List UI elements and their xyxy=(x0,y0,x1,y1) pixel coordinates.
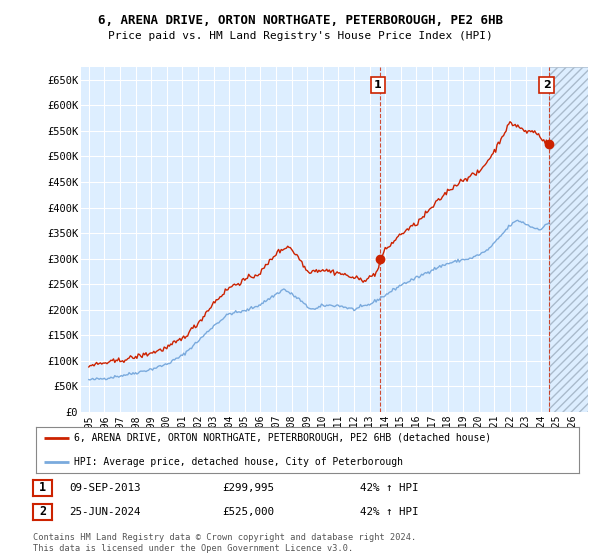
Text: 1: 1 xyxy=(39,481,46,494)
Text: £299,995: £299,995 xyxy=(222,483,274,493)
Text: Contains HM Land Registry data © Crown copyright and database right 2024.
This d: Contains HM Land Registry data © Crown c… xyxy=(33,533,416,553)
Text: 25-JUN-2024: 25-JUN-2024 xyxy=(69,507,140,517)
Text: 1: 1 xyxy=(374,80,382,90)
Text: 42% ↑ HPI: 42% ↑ HPI xyxy=(360,507,419,517)
Text: 6, ARENA DRIVE, ORTON NORTHGATE, PETERBOROUGH, PE2 6HB: 6, ARENA DRIVE, ORTON NORTHGATE, PETERBO… xyxy=(97,14,503,27)
Text: HPI: Average price, detached house, City of Peterborough: HPI: Average price, detached house, City… xyxy=(74,457,403,467)
Text: 42% ↑ HPI: 42% ↑ HPI xyxy=(360,483,419,493)
Text: 2: 2 xyxy=(39,505,46,519)
Text: £525,000: £525,000 xyxy=(222,507,274,517)
Text: 2: 2 xyxy=(542,80,550,90)
Text: Price paid vs. HM Land Registry's House Price Index (HPI): Price paid vs. HM Land Registry's House … xyxy=(107,31,493,41)
Bar xyxy=(549,67,588,412)
Text: 6, ARENA DRIVE, ORTON NORTHGATE, PETERBOROUGH, PE2 6HB (detached house): 6, ARENA DRIVE, ORTON NORTHGATE, PETERBO… xyxy=(74,433,491,443)
Text: 09-SEP-2013: 09-SEP-2013 xyxy=(69,483,140,493)
